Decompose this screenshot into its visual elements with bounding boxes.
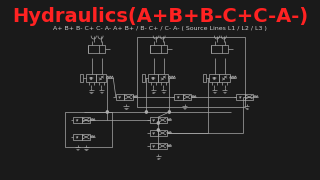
Bar xyxy=(209,74,220,82)
Bar xyxy=(158,74,169,82)
Bar xyxy=(158,117,167,123)
Bar xyxy=(116,94,124,100)
Bar xyxy=(137,37,245,107)
Text: A+ B+ B- C+ C- A- A+ B+ / B- C+ / C- A- ( Source Lines L1 / L2 / L3 ): A+ B+ B- C+ C- A- A+ B+ / B- C+ / C- A- … xyxy=(53,26,267,30)
Bar xyxy=(96,74,107,82)
Bar xyxy=(236,94,245,100)
Bar xyxy=(73,134,82,140)
Bar xyxy=(158,130,167,136)
Circle shape xyxy=(157,129,159,131)
Circle shape xyxy=(106,111,108,113)
Circle shape xyxy=(168,111,170,113)
Bar xyxy=(158,143,167,149)
Bar xyxy=(124,94,133,100)
Bar xyxy=(203,74,206,82)
Bar xyxy=(150,117,158,123)
Bar xyxy=(183,94,191,100)
Bar xyxy=(88,45,105,53)
Bar xyxy=(148,74,158,82)
Bar xyxy=(73,117,82,123)
Bar xyxy=(174,94,183,100)
Bar xyxy=(220,74,230,82)
Bar xyxy=(80,74,83,82)
Bar xyxy=(86,74,96,82)
Circle shape xyxy=(157,122,159,124)
Bar xyxy=(82,134,90,140)
Text: Hydraulics(A+B+B-C+C-A-): Hydraulics(A+B+B-C+C-A-) xyxy=(12,6,308,26)
Bar xyxy=(82,117,90,123)
Bar xyxy=(150,45,167,53)
Bar xyxy=(211,45,228,53)
Circle shape xyxy=(145,111,148,113)
Bar xyxy=(150,143,158,149)
Bar xyxy=(142,74,145,82)
Bar xyxy=(150,130,158,136)
Bar xyxy=(65,112,112,147)
Bar xyxy=(245,94,253,100)
